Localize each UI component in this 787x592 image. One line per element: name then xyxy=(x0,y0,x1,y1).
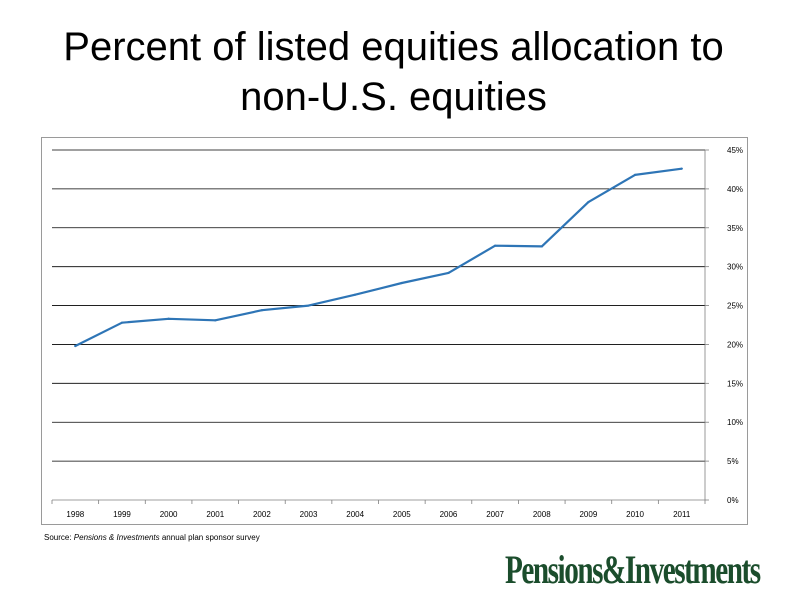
y-tick-label: 0% xyxy=(727,496,739,505)
x-tick-label: 2007 xyxy=(486,510,504,519)
series-line xyxy=(74,167,683,348)
y-tick-label: 25% xyxy=(727,302,743,311)
x-tick-label: 2011 xyxy=(673,510,691,519)
data-point xyxy=(354,293,357,296)
data-point xyxy=(307,304,310,307)
y-tick-label: 35% xyxy=(727,224,743,233)
data-point xyxy=(400,281,403,285)
data-point xyxy=(587,201,590,204)
y-tick-label: 45% xyxy=(727,146,743,155)
data-point xyxy=(494,244,497,247)
chart-frame: 0% 5% 10% 15% 20% 25% 30% 35% 40% 45% 1998 1999 2000… xyxy=(41,137,748,525)
x-tick-label: 2000 xyxy=(160,510,178,519)
source-suffix: annual plan sponsor survey xyxy=(159,533,260,542)
slide-title-line1: Percent of listed equities allocation to xyxy=(63,25,724,69)
x-tick-label: 2003 xyxy=(300,510,318,519)
source-publication: Pensions & Investments xyxy=(73,533,160,542)
data-point xyxy=(540,245,543,248)
x-tick-label: 2010 xyxy=(626,510,644,519)
data-point xyxy=(120,321,124,324)
source-note: Source: Pensions & Investments annual pl… xyxy=(44,533,260,542)
data-point xyxy=(633,173,637,176)
x-tick-label: 2005 xyxy=(393,510,411,519)
source-prefix: Source: xyxy=(44,533,74,542)
data-point xyxy=(260,309,263,312)
x-tick-label: 2008 xyxy=(533,510,551,519)
pensions-investments-logo: Pensions&Investments xyxy=(505,547,761,592)
data-point xyxy=(214,319,217,322)
x-tick-label: 2009 xyxy=(579,510,597,519)
data-point xyxy=(74,344,77,348)
x-tick-label: 2004 xyxy=(346,510,364,519)
line-chart: 0% 5% 10% 15% 20% 25% 30% 35% 40% 45% 1998 1999 2000… xyxy=(51,146,743,519)
x-tick-label: 2002 xyxy=(253,510,271,519)
y-tick-label: 10% xyxy=(727,418,743,427)
y-tick-label: 15% xyxy=(727,379,743,388)
slide-title-line2: non-U.S. equities xyxy=(240,75,547,119)
x-tick-label: 2006 xyxy=(440,510,458,519)
y-tick-label: 5% xyxy=(727,457,739,466)
x-tick-label: 1998 xyxy=(66,510,84,519)
x-tick-label: 1999 xyxy=(113,510,131,519)
y-tick-label: 20% xyxy=(727,340,743,349)
x-tick-label: 2001 xyxy=(206,510,224,519)
y-tick-label: 40% xyxy=(727,185,743,194)
y-tick-label: 30% xyxy=(727,263,743,272)
data-point xyxy=(680,167,683,170)
data-point xyxy=(167,317,170,320)
data-point xyxy=(447,271,450,274)
slide-title: Percent of listed equities allocation to… xyxy=(0,22,787,122)
